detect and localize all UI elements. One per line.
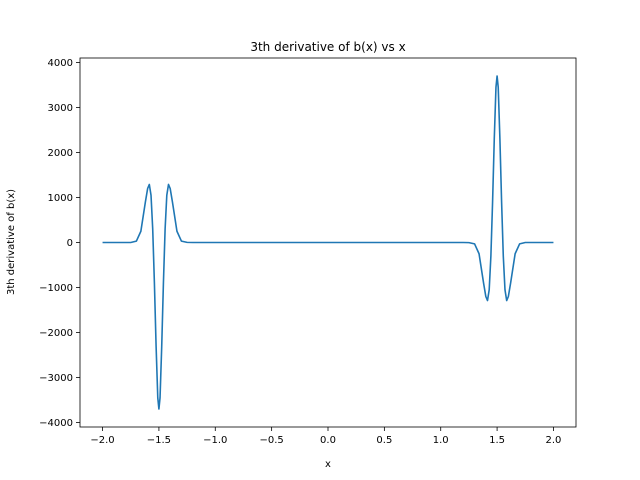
chart-title: 3th derivative of b(x) vs x [250, 40, 405, 54]
y-tick-label: 1000 [48, 193, 73, 204]
y-tick-label: −2000 [39, 328, 73, 339]
x-tick-label: −1.5 [147, 435, 171, 446]
y-axis-label: 3th derivative of b(x) [6, 189, 17, 295]
x-tick-label: 0.0 [320, 435, 336, 446]
series-line-0 [102, 75, 554, 410]
y-tick-label: 3000 [48, 103, 73, 114]
x-tick-label: −0.5 [259, 435, 283, 446]
y-tick-label: 0 [67, 238, 73, 249]
y-tick-label: −4000 [39, 418, 73, 429]
x-tick-label: 2.0 [546, 435, 562, 446]
x-tick-label: −2.0 [90, 435, 114, 446]
y-tick-label: 4000 [48, 58, 73, 69]
x-tick-label: 1.0 [433, 435, 449, 446]
x-axis-label: x [325, 459, 331, 470]
y-tick-label: −1000 [39, 283, 73, 294]
plot-area: −2.0 −1.5 −1.0 −0.5 0.0 0.5 1.0 1.5 2.0 −4000 −300… [39, 57, 577, 446]
x-tick-label: 1.5 [489, 435, 505, 446]
x-tick-label: 0.5 [376, 435, 392, 446]
y-tick-label: 2000 [48, 148, 73, 159]
x-tick-label: −1.0 [203, 435, 227, 446]
y-tick-label: −3000 [39, 373, 73, 384]
